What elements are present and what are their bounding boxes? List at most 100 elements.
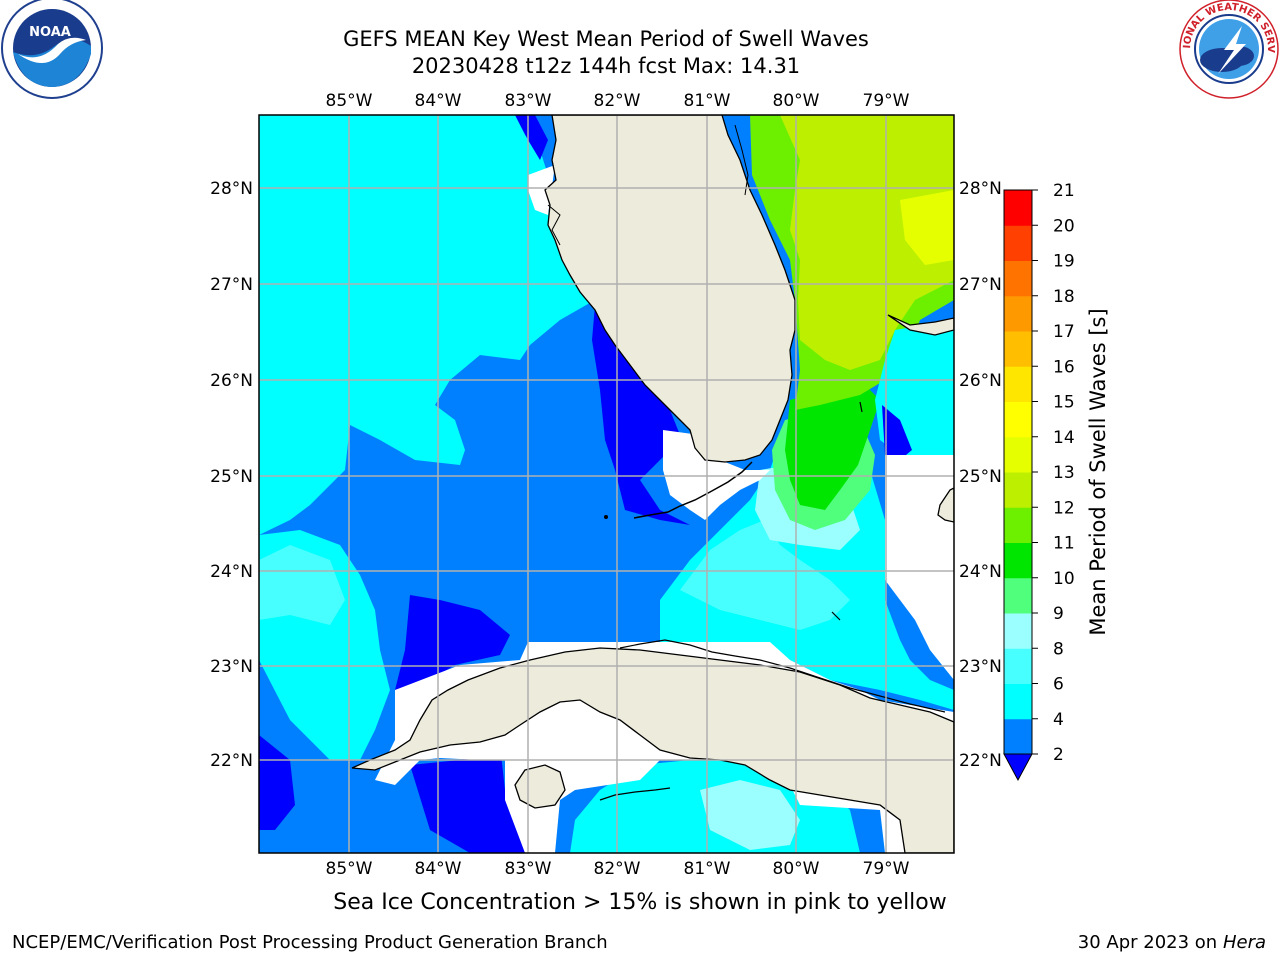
- swell-region-dark-bahamas-edge: [882, 405, 912, 460]
- map-area: [259, 115, 954, 853]
- lat-label-right: 23°N: [959, 657, 1002, 677]
- footer-host: Hera: [1222, 932, 1266, 953]
- swell-region-pale-caribbean: [700, 780, 800, 850]
- lon-label-bottom: 80°W: [773, 859, 820, 879]
- coast-lake-okeechobee: [734, 124, 749, 196]
- swell-region-dark-sw: [259, 735, 295, 830]
- lon-label-bottom: 85°W: [326, 859, 373, 879]
- swell-region-dark-north: [515, 115, 548, 160]
- masked-area-north-gulf: [528, 165, 555, 215]
- lon-label-top: 85°W: [326, 91, 373, 111]
- colorbar-tick-label: 10: [1053, 569, 1075, 589]
- coast-cuba-cays: [619, 639, 946, 713]
- colorbar-tick-label: 15: [1053, 393, 1075, 413]
- colorbar-extend-arrow: [1003, 753, 1033, 782]
- lat-labels-right: 28°N 27°N 26°N 25°N 24°N 23°N 22°N: [959, 179, 1002, 771]
- nws-ring-text: NATIONAL WEATHER SERVICE: [0, 0, 1276, 53]
- colorbar-swatch: [1004, 507, 1032, 543]
- colorbar-swatch: [1004, 542, 1032, 579]
- colorbar-tick-label: 4: [1053, 710, 1064, 730]
- colorbar-tick-label: 12: [1053, 498, 1075, 518]
- graticule: [259, 115, 954, 853]
- lon-label-top: 84°W: [415, 91, 462, 111]
- colorbar-tick-label: 6: [1053, 675, 1064, 695]
- colorbar-swatch: [1004, 401, 1032, 438]
- colorbar-swatch: [1004, 366, 1032, 402]
- lat-labels-left: 28°N 27°N 26°N 25°N 24°N 23°N 22°N: [210, 179, 253, 771]
- chart-subtitle: 20230428 t12z 144h fcst Max: 14.31: [411, 54, 801, 78]
- colorbar-swatch: [1004, 436, 1032, 473]
- lon-label-top: 82°W: [594, 91, 641, 111]
- colorbar-swatch: [1004, 613, 1032, 649]
- colorbar-tick-label: 8: [1053, 639, 1064, 659]
- lat-label-right: 26°N: [959, 371, 1002, 391]
- coast-cuba-south-cays: [599, 787, 671, 801]
- colorbar-tick-label: 2: [1053, 745, 1064, 765]
- footer-organization: NCEP/EMC/Verification Post Processing Pr…: [12, 932, 608, 953]
- colorbar-swatch: [1004, 683, 1032, 720]
- swell-region-dark-south: [410, 745, 530, 853]
- masked-area-keys: [663, 430, 770, 520]
- lon-labels-top: 85°W 84°W 83°W 82°W 81°W 80°W 79°W: [326, 91, 910, 111]
- lon-label-bottom: 83°W: [505, 859, 552, 879]
- lat-label-left: 25°N: [210, 467, 253, 487]
- lon-label-top: 83°W: [505, 91, 552, 111]
- masked-area-bahamas: [885, 455, 954, 680]
- land-cuba: [351, 647, 954, 853]
- colorbar-tick-label: 16: [1053, 357, 1075, 377]
- swell-region-yellowgreen-atlantic: [780, 115, 954, 370]
- coast-bimini: [859, 401, 863, 413]
- colorbar-tick-label: 9: [1053, 604, 1064, 624]
- lon-label-bottom: 81°W: [684, 859, 731, 879]
- land-florida: [544, 115, 796, 463]
- colorbar-tick-label: 17: [1053, 322, 1075, 342]
- chart-title: GEFS MEAN Key West Mean Period of Swell …: [343, 27, 869, 51]
- colorbar-swatch: [1004, 472, 1032, 508]
- colorbar-tick-label: 21: [1053, 181, 1075, 201]
- lon-label-top: 80°W: [773, 91, 820, 111]
- colorbar-tick-label: 11: [1053, 534, 1075, 554]
- coast-tampa-bay: [547, 204, 561, 246]
- land-bahamas-grand: [887, 314, 954, 336]
- colorbar-swatch: [1004, 225, 1032, 261]
- lat-label-left: 28°N: [210, 179, 253, 199]
- lat-label-left: 27°N: [210, 275, 253, 295]
- colorbar-title: Mean Period of Swell Waves [s]: [1086, 308, 1110, 635]
- lon-label-bottom: 84°W: [415, 859, 462, 879]
- lon-labels-bottom: 85°W 84°W 83°W 82°W 81°W 80°W 79°W: [326, 859, 910, 879]
- colorbar-swatch: [1004, 718, 1032, 755]
- lat-label-left: 23°N: [210, 657, 253, 677]
- nws-ring-textpath: NATIONAL WEATHER SERVICE: [0, 0, 1276, 53]
- swell-region-cyan-west: [259, 115, 595, 535]
- lon-label-top: 81°W: [684, 91, 731, 111]
- nws-logo: NATIONAL WEATHER SERVICE: [0, 0, 1279, 99]
- islet-dry-tortugas: [604, 515, 608, 519]
- colorbar-swatch: [1004, 648, 1032, 684]
- colorbar-swatch: [1004, 260, 1032, 297]
- swell-region-yellow-atlantic: [900, 190, 954, 265]
- colorbar-tick-label: 20: [1053, 216, 1075, 236]
- colorbar-swatch: [1004, 295, 1032, 332]
- lat-label-right: 25°N: [959, 467, 1002, 487]
- lon-label-top: 79°W: [863, 91, 910, 111]
- swell-region-green-atlantic: [785, 380, 880, 510]
- swell-region-lightcyan-sw: [259, 545, 345, 625]
- lat-label-left: 26°N: [210, 371, 253, 391]
- lat-label-right: 22°N: [959, 751, 1002, 771]
- lat-label-left: 22°N: [210, 751, 253, 771]
- footer-date: 30 Apr 2023 on Hera: [1078, 932, 1266, 953]
- lat-label-right: 28°N: [959, 179, 1002, 199]
- lon-label-bottom: 82°W: [594, 859, 641, 879]
- map-frame: [258, 114, 955, 854]
- colorbar: 2 4 6 8 9 10 11 12 13 14 15 16 17 18 19 20 21: [1003, 181, 1075, 782]
- lat-label-right: 24°N: [959, 562, 1002, 582]
- colorbar-tick-label: 13: [1053, 463, 1075, 483]
- sea-ice-caption: Sea Ice Concentration > 15% is shown in …: [333, 890, 947, 915]
- land-bahamas-andros: [937, 487, 954, 523]
- colorbar-tick-label: 14: [1053, 428, 1075, 448]
- footer-date-text: 30 Apr 2023 on: [1077, 932, 1223, 953]
- noaa-logo-text: NOAA: [29, 25, 71, 40]
- colorbar-tick-label: 19: [1053, 252, 1075, 272]
- swell-region-lightcyan-straits: [680, 520, 850, 630]
